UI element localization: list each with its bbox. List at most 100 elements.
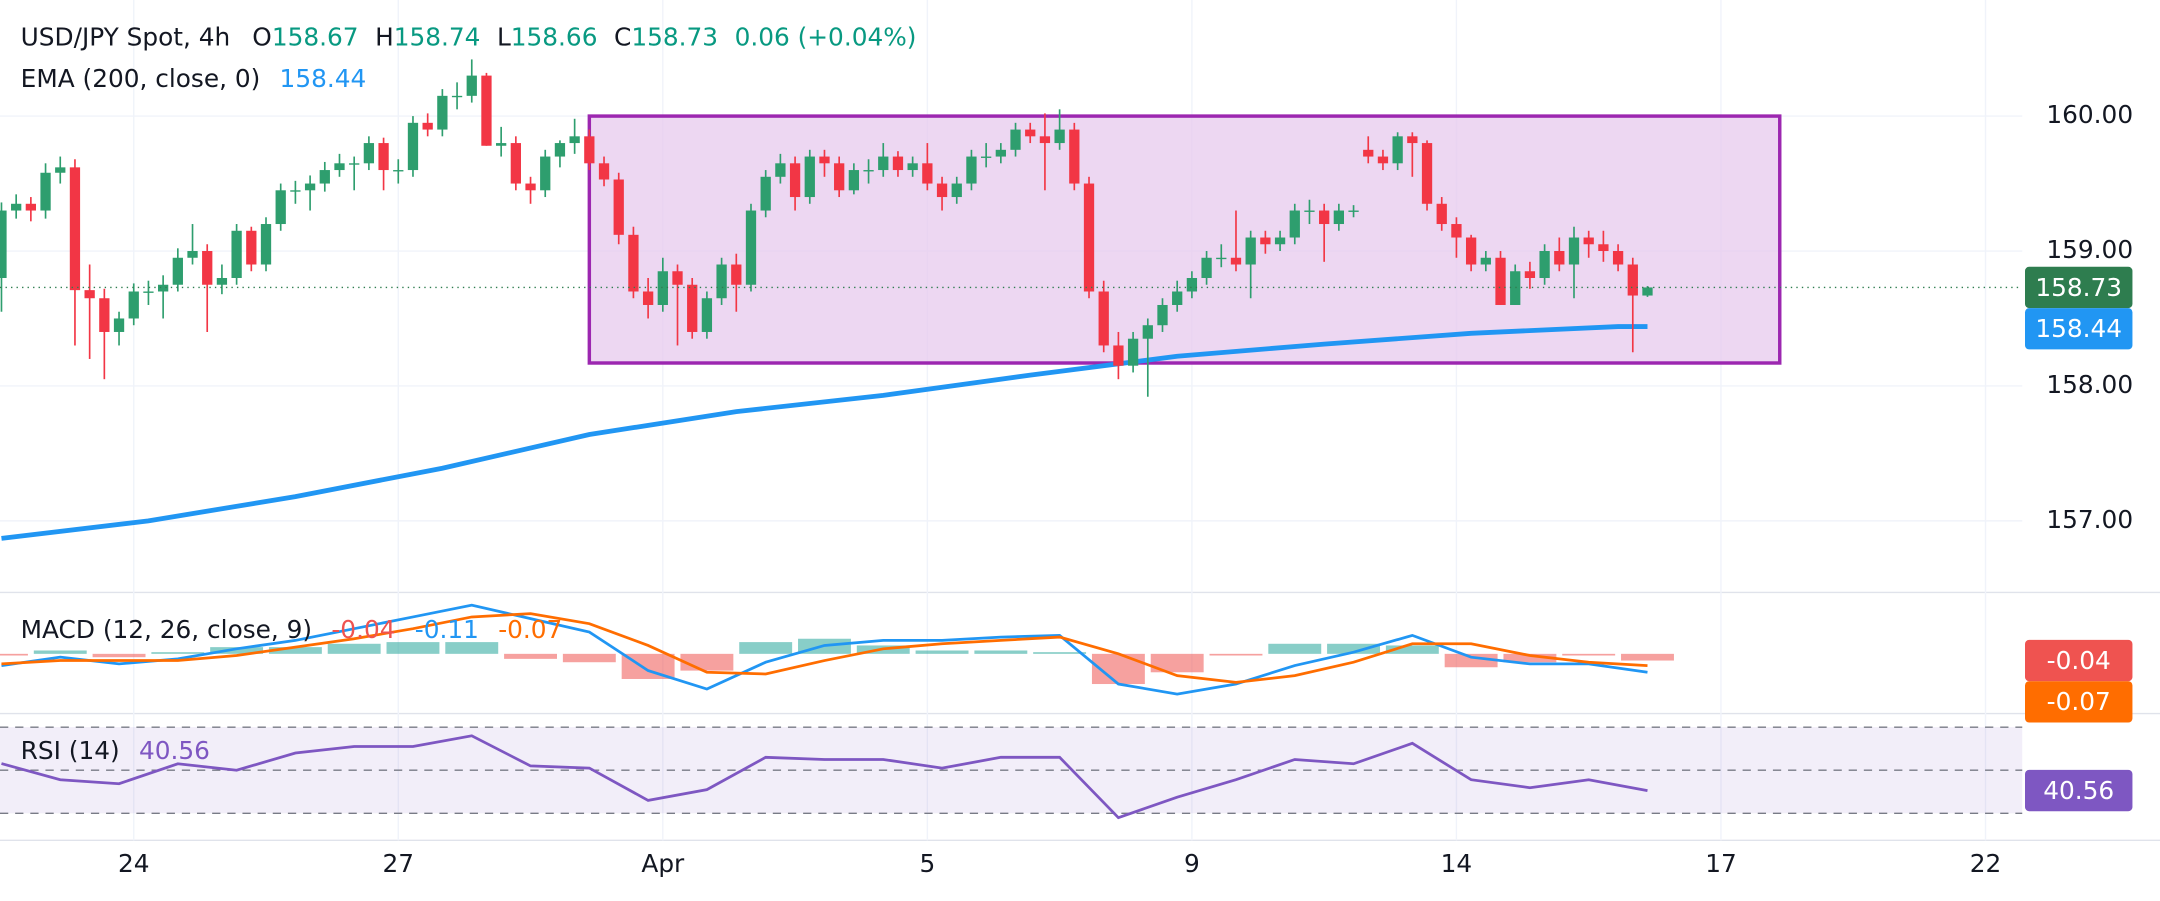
macd-histogram-bar [1150,653,1204,673]
candle-body [1627,264,1638,296]
macd-histogram-bar [562,653,616,663]
macd-histogram-bar [915,650,969,654]
candle-body [745,210,757,285]
candle-body [25,203,37,211]
candle-body [1216,257,1227,260]
macd-histogram-bar [1268,643,1322,654]
macd-series-value: -0.11 [415,615,479,644]
ema-name: EMA (200, close, 0) [21,64,261,93]
candle-body [1598,244,1609,252]
candle-body [202,251,213,285]
rsi-legend: RSI (14) 40.56 [21,736,210,765]
macd-histogram-bar [0,653,28,656]
candle-body [1083,183,1095,292]
candle-body [613,179,624,235]
candle-body [819,156,830,164]
ema-value-label: 158.44 [2035,314,2122,343]
y-tick-label: 158.00 [2046,370,2133,399]
macd-histogram-bar [1033,652,1087,654]
macd-histogram-bar [504,653,557,659]
candle-body [1612,251,1624,265]
range-box [587,114,1782,365]
x-tick-label: 5 [919,849,935,878]
macd-title: MACD (12, 26, close, 9) [21,615,312,644]
macd-histogram-bar [92,653,146,658]
candle-body [378,143,389,171]
candle-body [525,183,536,191]
candle-body [510,143,521,184]
chart-legend: USD/JPY Spot, 4h O158.67 H158.74 L158.66 C15… [21,23,917,52]
macd-histogram-bar [33,650,87,654]
candle-body [1319,210,1330,225]
candle-body [731,264,742,285]
macd-histogram-bar [974,650,1028,654]
candle-body [995,149,1006,157]
macd-histogram-bar [151,652,205,654]
ohlc-value: 158.73 [631,23,718,52]
macd-histogram-bar [1209,653,1263,656]
candle-body [1230,257,1242,265]
candle-body [584,136,595,164]
ema-value-badge [2025,308,2133,350]
candle-body [1451,224,1462,238]
last-price-label: 158.73 [2035,273,2122,302]
macd-histogram-bar [680,653,734,671]
macd-histogram-bar [1562,653,1616,656]
candle-body [878,156,889,171]
candle-body [966,156,977,184]
x-tick-label: 22 [1970,849,2002,878]
candle-body [1524,271,1536,278]
candle-body [84,290,95,299]
candle-body [1025,129,1036,137]
macd-hist-badge-label: -0.04 [2047,646,2111,675]
macd-histogram-bar [1385,645,1439,654]
candle-body [1510,271,1521,305]
candle-body [216,277,228,285]
candle-body [466,75,477,96]
candle-body [980,156,992,158]
candle-body [1495,257,1506,305]
candle-body [1568,237,1580,265]
ohlc-label: O [252,23,272,52]
candle-body [187,251,198,258]
candle-body [128,291,139,319]
candle-body [1157,304,1168,326]
candle-body [863,170,874,172]
y-tick-label: 159.00 [2046,235,2133,264]
macd-line [1,603,1648,696]
ema-value: 158.44 [280,64,367,93]
last-price-badge [2025,266,2133,309]
candle-body [1377,156,1389,164]
candle-body [363,143,375,164]
candle-body [1348,210,1359,212]
candle-body [775,163,786,177]
candle-body [789,163,801,198]
macd-hist-value: -0.04 [331,615,395,644]
x-tick-label: 9 [1184,849,1200,878]
macd-signal-badge [2025,681,2133,723]
candle-body [1054,129,1065,144]
candle-body [157,284,169,292]
candle-body [1172,291,1183,305]
candle-body [892,156,904,171]
candle-body [1465,237,1477,265]
macd-histogram-bar [210,647,264,654]
candle-body [687,284,698,332]
macd-histogram-bar [327,643,381,654]
candle-body [496,143,507,146]
ema-legend: EMA (200, close, 0) 158.44 [21,64,367,93]
candle-body [319,170,330,184]
x-tick-label: 24 [118,849,150,878]
macd-line [1,612,1648,684]
candle-body [672,271,683,285]
rsi-line [1,734,1648,820]
macd-legend: MACD (12, 26, close, 9) -0.04 -0.11 -0.07 [21,615,563,644]
ohlc-label: H [375,23,394,52]
macd-histogram-bar [1621,653,1674,661]
x-tick-label: 27 [383,849,415,878]
candle-body [1333,210,1344,225]
macd-signal-badge-label: -0.07 [2047,687,2111,716]
candle-body [716,264,727,299]
candle-body [554,143,566,157]
price-change: 0.06 (+0.04%) [735,23,917,52]
